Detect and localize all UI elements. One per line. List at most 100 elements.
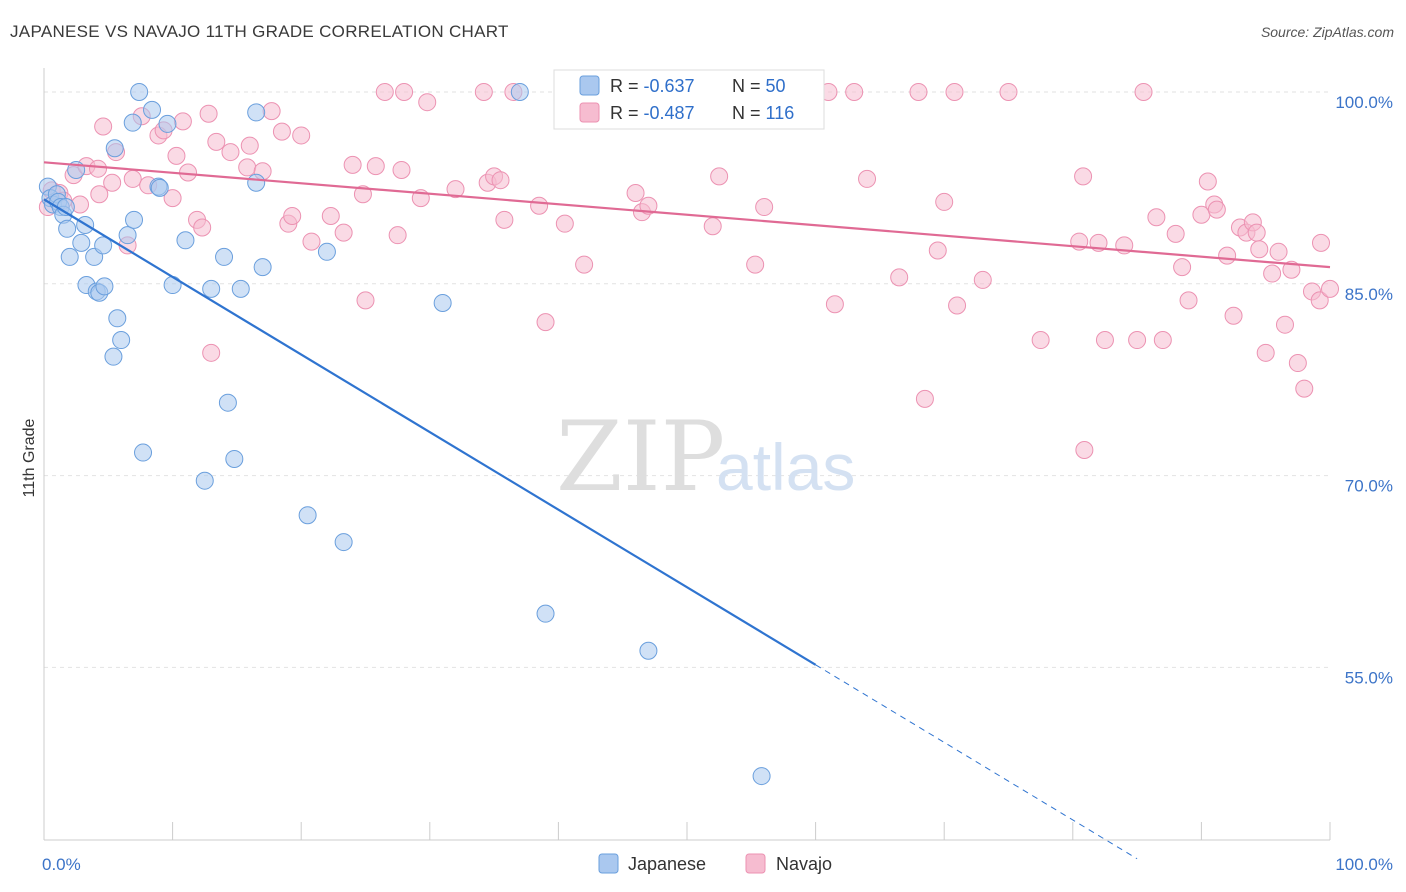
- navajo-point: [1224, 306, 1243, 325]
- tick-labels: 100.0% 85.0% 70.0% 55.0% 0.0% 100.0%: [42, 93, 1393, 874]
- navajo-point: [474, 82, 493, 101]
- y-tick-label: 55.0%: [1345, 668, 1393, 687]
- navajo-point: [1134, 82, 1153, 101]
- japanese-point: [195, 471, 214, 490]
- navajo-point: [1250, 240, 1269, 259]
- navajo-point: [1275, 315, 1294, 334]
- navajo-point: [639, 196, 658, 215]
- navajo-point: [272, 122, 291, 141]
- navajo-trend-line: [43, 161, 1331, 269]
- navajo-point: [845, 82, 864, 101]
- navajo-point: [262, 102, 281, 121]
- legend-navajo-stats: R = -0.487 N = 116: [610, 103, 794, 123]
- navajo-point: [238, 158, 257, 177]
- japanese-point: [108, 309, 127, 328]
- watermark-zip: ZIP: [556, 401, 725, 513]
- japanese-point: [95, 277, 114, 296]
- series-legend-swatch-navajo: [745, 853, 766, 874]
- japanese-points: [38, 82, 771, 786]
- japanese-point: [298, 506, 317, 525]
- navajo-point: [334, 223, 353, 242]
- navajo-point: [928, 241, 947, 260]
- navajo-point: [207, 132, 226, 151]
- navajo-point: [1288, 354, 1307, 373]
- japanese-point: [247, 103, 266, 122]
- chart-title: JAPANESE VS NAVAJO 11TH GRADE CORRELATIO…: [10, 22, 509, 41]
- navajo-point: [356, 291, 375, 310]
- navajo-point: [575, 255, 594, 274]
- trend-lines: [43, 161, 1331, 860]
- navajo-point: [366, 157, 385, 176]
- legend-japanese-stats: R = -0.637 N = 50: [610, 76, 786, 96]
- navajo-point: [973, 270, 992, 289]
- navajo-point: [1075, 441, 1094, 459]
- japanese-point: [202, 279, 221, 298]
- japanese-point: [134, 443, 153, 462]
- navajo-point: [395, 82, 414, 101]
- japanese-trend-line: [43, 198, 817, 666]
- navajo-point: [536, 313, 555, 332]
- japanese-point: [112, 331, 131, 350]
- navajo-point: [123, 169, 142, 188]
- japanese-point: [176, 231, 195, 250]
- navajo-point: [1218, 246, 1237, 265]
- navajo-point: [909, 82, 928, 101]
- japanese-point: [150, 178, 169, 197]
- watermark: ZIP atlas: [556, 401, 855, 513]
- japanese-point: [215, 247, 234, 266]
- japanese-point: [72, 233, 91, 252]
- japanese-point: [94, 236, 113, 255]
- y-tick-label: 100.0%: [1335, 93, 1393, 112]
- chart-source: Source: ZipAtlas.com: [1260, 24, 1394, 40]
- japanese-point: [130, 82, 149, 101]
- y-tick-label: 70.0%: [1345, 477, 1393, 496]
- japanese-point: [118, 226, 137, 245]
- japanese-point: [58, 219, 77, 238]
- navajo-point: [167, 146, 186, 165]
- navajo-point: [858, 169, 877, 188]
- navajo-point: [292, 126, 311, 145]
- navajo-point: [626, 183, 645, 202]
- legend-japanese-n-value: 50: [766, 76, 786, 96]
- navajo-point: [1074, 167, 1093, 186]
- japanese-point: [218, 393, 237, 412]
- navajo-point: [302, 232, 321, 251]
- navajo-point: [90, 185, 109, 204]
- navajo-point: [710, 167, 729, 186]
- navajo-point: [746, 255, 765, 274]
- navajo-point: [999, 82, 1018, 101]
- japanese-point: [433, 293, 452, 312]
- navajo-point: [375, 82, 394, 101]
- navajo-point: [948, 296, 967, 315]
- navajo-point: [703, 217, 722, 236]
- navajo-point: [1128, 331, 1147, 350]
- japanese-point: [60, 247, 79, 266]
- navajo-point: [1207, 200, 1226, 219]
- legend-navajo-r-label: R =: [610, 103, 644, 123]
- navajo-point: [825, 295, 844, 314]
- japanese-point: [125, 210, 144, 229]
- japanese-point: [163, 276, 182, 295]
- navajo-point: [199, 104, 218, 123]
- navajo-point: [1166, 224, 1185, 243]
- series-legend: Japanese Navajo: [598, 853, 832, 874]
- japanese-point: [225, 449, 244, 468]
- navajo-point: [283, 207, 302, 225]
- y-axis-label: 11th Grade: [21, 418, 38, 497]
- legend-navajo-n-label: N =: [732, 103, 766, 123]
- navajo-point: [388, 226, 407, 245]
- navajo-point: [193, 218, 212, 237]
- navajo-point: [163, 189, 182, 208]
- japanese-point: [143, 100, 162, 119]
- navajo-point: [495, 210, 514, 229]
- navajo-point: [1179, 291, 1198, 310]
- navajo-point: [755, 198, 774, 217]
- navajo-point: [555, 214, 574, 233]
- navajo-point: [321, 207, 340, 225]
- navajo-point: [353, 185, 372, 204]
- navajo-point: [221, 143, 240, 162]
- japanese-point: [253, 258, 272, 277]
- watermark-atlas: atlas: [716, 430, 855, 504]
- legend-japanese-n-label: N =: [732, 76, 766, 96]
- japanese-point: [334, 533, 353, 552]
